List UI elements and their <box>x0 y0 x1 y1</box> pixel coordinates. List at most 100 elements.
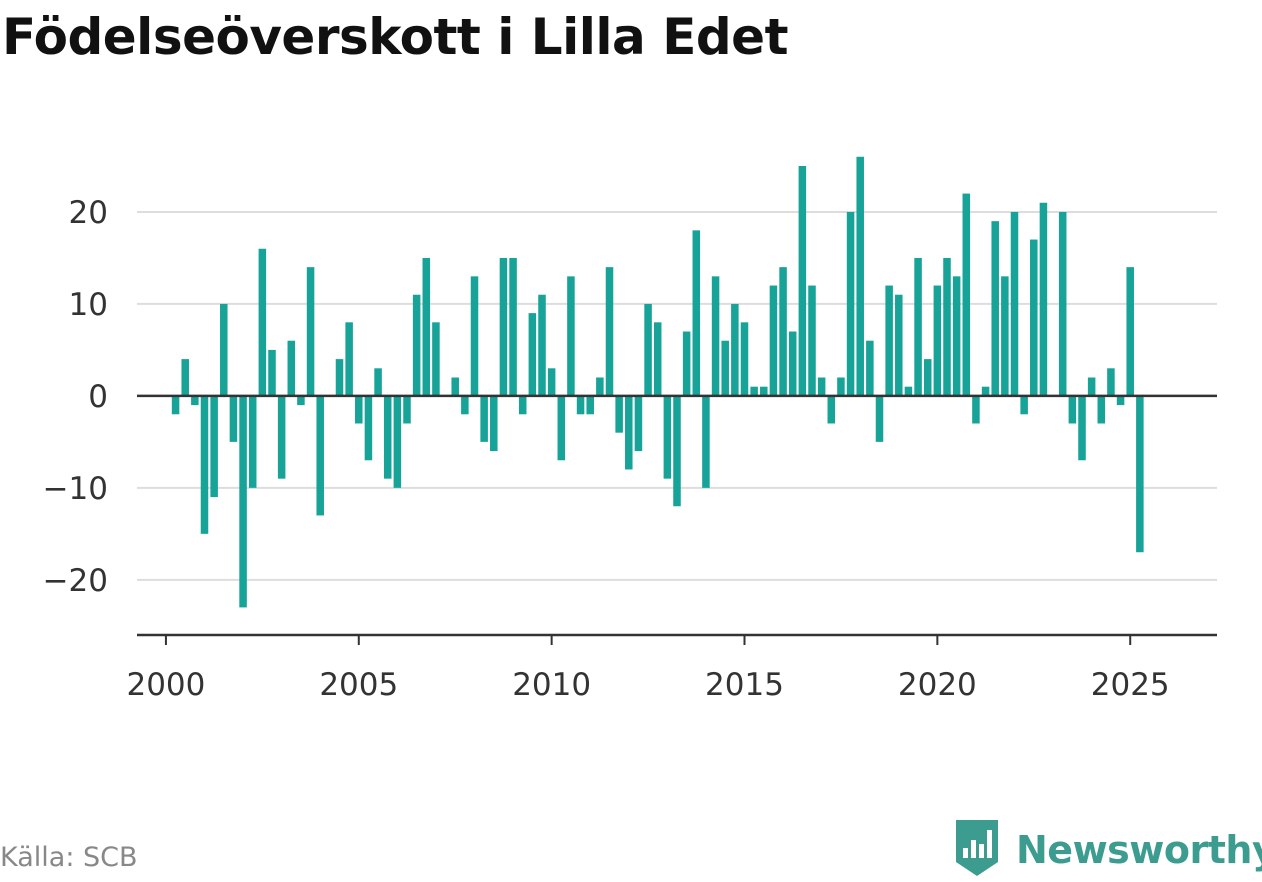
bar <box>962 193 971 396</box>
bar <box>914 257 922 396</box>
bar <box>547 368 556 396</box>
brand-name: Newsworthy <box>1016 828 1262 872</box>
axes <box>137 394 1217 645</box>
bar <box>673 395 681 507</box>
bar <box>1126 267 1134 396</box>
x-tick-label: 2025 <box>1091 667 1170 703</box>
y-axis-labels: 20 10 0 −10 −20 <box>43 195 108 599</box>
bar <box>750 386 758 396</box>
bar <box>297 395 305 406</box>
y-tick-label: 10 <box>69 287 108 323</box>
bar <box>837 377 845 396</box>
bar <box>1020 395 1028 415</box>
bar <box>316 395 324 516</box>
bar <box>1010 211 1019 396</box>
x-axis-labels: 2000 2005 2010 2015 2020 2025 <box>126 667 1169 703</box>
bar <box>827 395 836 424</box>
bar <box>432 322 440 396</box>
bar <box>808 285 816 396</box>
bar <box>625 395 633 470</box>
bar <box>856 156 864 396</box>
bar <box>895 294 903 396</box>
bar <box>451 377 459 396</box>
bar <box>374 368 382 396</box>
bars <box>171 156 1144 608</box>
newsworthy-logo-icon <box>952 818 1002 882</box>
y-tick-label: 20 <box>69 195 108 231</box>
bar <box>615 395 623 433</box>
y-tick-label: −10 <box>43 471 108 507</box>
bar <box>248 395 257 488</box>
bar <box>788 331 797 396</box>
bar <box>528 313 537 396</box>
bar <box>461 395 469 415</box>
x-tick-label: 2005 <box>319 667 398 703</box>
bar <box>210 395 218 498</box>
y-tick-label: −20 <box>43 563 108 599</box>
bar <box>538 294 546 396</box>
bar <box>692 230 701 396</box>
bar <box>364 395 373 461</box>
bar <box>952 276 961 396</box>
bar <box>258 248 267 396</box>
bar <box>711 276 720 396</box>
bar <box>1001 276 1009 396</box>
bar <box>1058 211 1067 396</box>
x-tick-label: 2020 <box>898 667 977 703</box>
bar <box>1107 368 1115 396</box>
bar <box>229 395 238 442</box>
bar <box>904 386 913 396</box>
bar <box>817 377 826 396</box>
bar <box>663 395 672 479</box>
bar <box>943 257 951 396</box>
bar <box>866 340 874 396</box>
bar <box>412 294 421 396</box>
bar <box>923 359 932 396</box>
source-note: Källa: SCB <box>0 842 138 873</box>
bar <box>731 303 739 396</box>
bar <box>644 303 652 396</box>
bar <box>760 386 768 396</box>
bar <box>1116 395 1125 406</box>
bar <box>403 395 411 424</box>
bar <box>490 395 498 452</box>
bar <box>355 395 363 424</box>
bar <box>345 322 353 396</box>
chart-title: Födelseöverskott i Lilla Edet <box>2 8 788 66</box>
bar <box>653 322 662 396</box>
bar <box>480 395 488 442</box>
bar <box>1039 202 1048 396</box>
bar <box>991 221 999 396</box>
bar <box>383 395 392 479</box>
bar <box>518 395 527 415</box>
bar <box>981 386 990 396</box>
bar <box>769 285 778 396</box>
bar <box>335 359 344 396</box>
bar <box>509 257 517 396</box>
bar <box>268 349 276 396</box>
bar <box>885 285 893 396</box>
bar <box>875 395 884 442</box>
bar <box>798 165 807 396</box>
bar <box>277 395 286 479</box>
bar <box>567 276 575 396</box>
bar <box>1097 395 1106 424</box>
bar <box>287 340 296 396</box>
bar <box>422 257 431 396</box>
y-tick-label: 0 <box>88 379 108 415</box>
bar <box>470 276 479 396</box>
bar <box>1030 239 1038 396</box>
bar <box>576 395 585 415</box>
bar <box>1078 395 1086 461</box>
bar <box>586 395 594 415</box>
bar <box>181 359 189 396</box>
bar <box>200 395 209 534</box>
bar <box>933 285 942 396</box>
bar <box>191 395 199 406</box>
bar <box>972 395 980 424</box>
bar <box>171 395 180 415</box>
brand-logo: Newsworthy <box>952 818 1262 882</box>
bar <box>596 377 604 396</box>
bar <box>682 331 691 396</box>
bar <box>306 267 315 396</box>
